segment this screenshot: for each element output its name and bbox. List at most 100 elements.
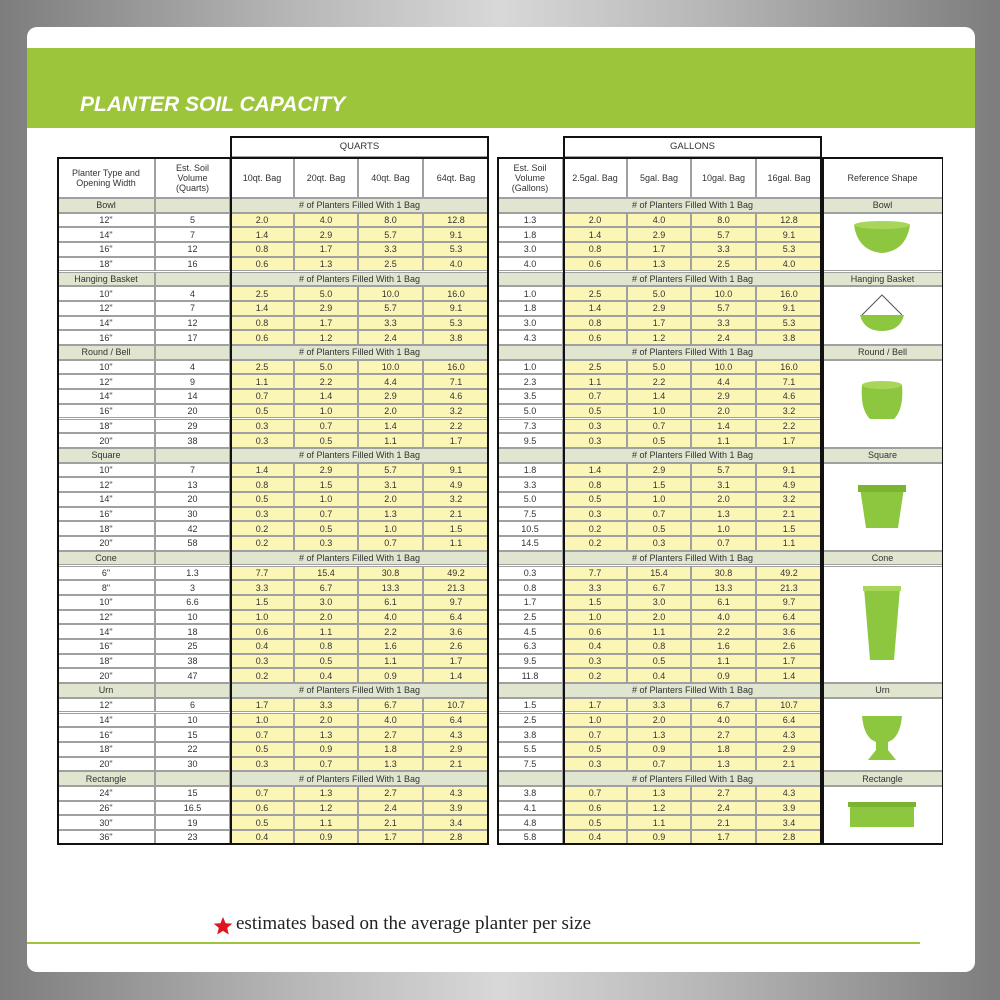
opening-width: 6": [57, 565, 155, 581]
table-cell: 4.5: [497, 624, 563, 639]
table-cell: 1.0: [627, 403, 691, 419]
table-cell: 2.6: [756, 639, 822, 654]
table-cell: 5.0: [294, 359, 358, 375]
table-cell: 3.1: [358, 477, 423, 492]
table-cell: 1.3: [294, 256, 358, 272]
table-cell: 7.1: [423, 374, 489, 390]
table-cell: 4.9: [756, 477, 822, 492]
table-cell: 0.3: [230, 653, 294, 669]
table-cell: 2.5: [563, 359, 627, 375]
table-cell: 1.4: [423, 668, 489, 684]
table-cell: 1.7: [358, 830, 423, 845]
reference-shape: [860, 293, 904, 331]
table-cell: 0.6: [563, 330, 627, 345]
table-cell: 0.4: [563, 830, 627, 845]
table-cell: 0.4: [230, 830, 294, 845]
table-cell: 5.7: [358, 462, 423, 478]
opening-width: 20": [57, 433, 155, 448]
table-cell: 3.3: [563, 580, 627, 595]
table-cell: 0.2: [563, 521, 627, 537]
table-cell: 0.7: [563, 786, 627, 801]
table-cell: 3.0: [497, 242, 563, 257]
opening-width: 18": [57, 521, 155, 537]
table-cell: 0.7: [563, 389, 627, 404]
opening-width: 16": [57, 506, 155, 522]
table-cell: 1.7: [691, 830, 756, 845]
section-name: Cone: [57, 550, 155, 566]
opening-width: 8": [57, 580, 155, 595]
table-cell: 3: [155, 580, 230, 595]
table-cell: 2.1: [423, 756, 489, 772]
section-blank: [155, 683, 230, 698]
table-cell: 2.5: [358, 256, 423, 272]
opening-width: 18": [57, 256, 155, 272]
table-cell: 0.5: [627, 521, 691, 537]
column-header: Est. Soil Volume (Quarts): [155, 157, 230, 198]
table-cell: 1.7: [294, 315, 358, 331]
table-cell: 0.7: [230, 389, 294, 404]
column-header: Reference Shape: [822, 157, 943, 198]
table-cell: 2.9: [294, 227, 358, 243]
table-cell: 1.0: [563, 712, 627, 728]
table-cell: 7: [155, 300, 230, 316]
table-cell: 15.4: [294, 565, 358, 581]
table-cell: 2.3: [497, 374, 563, 390]
section-blank: [497, 271, 563, 287]
opening-width: 18": [57, 741, 155, 757]
table-cell: 3.8: [497, 786, 563, 801]
table-cell: 7.5: [497, 756, 563, 772]
table-cell: 1.5: [627, 477, 691, 492]
table-cell: 5.0: [627, 359, 691, 375]
table-cell: 5.7: [691, 227, 756, 243]
table-cell: 3.3: [358, 242, 423, 257]
table-cell: 2.9: [691, 389, 756, 404]
table-cell: 5.8: [497, 830, 563, 845]
table-cell: 2.2: [423, 418, 489, 434]
table-cell: 7.7: [563, 565, 627, 581]
opening-width: 30": [57, 815, 155, 831]
table-cell: 2.0: [230, 212, 294, 228]
opening-width: 12": [57, 609, 155, 625]
table-cell: 5.5: [497, 741, 563, 757]
table-cell: 6.7: [358, 697, 423, 713]
table-cell: 25: [155, 639, 230, 654]
table-cell: 9.1: [423, 300, 489, 316]
section-caption: # of Planters Filled With 1 Bag: [563, 550, 822, 566]
table-cell: 10.0: [691, 286, 756, 301]
table-cell: 10.7: [423, 697, 489, 713]
table-cell: 3.3: [691, 242, 756, 257]
table-cell: 0.7: [627, 756, 691, 772]
opening-width: 20": [57, 668, 155, 684]
table-cell: 6.4: [423, 609, 489, 625]
table-cell: 21.3: [756, 580, 822, 595]
table-cell: 1.5: [230, 594, 294, 610]
table-cell: 17: [155, 330, 230, 345]
table-cell: 5.0: [294, 286, 358, 301]
table-cell: 0.8: [497, 580, 563, 595]
table-cell: 1.1: [627, 815, 691, 831]
table-cell: 1.7: [756, 433, 822, 448]
section-caption: # of Planters Filled With 1 Bag: [230, 683, 489, 698]
table-cell: 0.3: [563, 418, 627, 434]
table-cell: 1.1: [691, 653, 756, 669]
table-cell: 0.8: [294, 639, 358, 654]
table-cell: 2.7: [691, 786, 756, 801]
table-cell: 4.0: [691, 609, 756, 625]
table-cell: 22: [155, 741, 230, 757]
table-cell: 1.4: [230, 227, 294, 243]
table-cell: 0.5: [563, 815, 627, 831]
table-cell: 16.5: [155, 800, 230, 816]
table-cell: 4.1: [497, 800, 563, 816]
opening-width: 10": [57, 359, 155, 375]
table-cell: 3.3: [230, 580, 294, 595]
table-cell: 13.3: [691, 580, 756, 595]
table-cell: 4.3: [756, 727, 822, 742]
opening-width: 12": [57, 477, 155, 492]
table-cell: 0.9: [627, 741, 691, 757]
table-cell: 1.3: [155, 565, 230, 581]
table-cell: 9.1: [756, 300, 822, 316]
table-cell: 3.2: [423, 492, 489, 507]
table-cell: 1.0: [497, 286, 563, 301]
table-cell: 3.0: [294, 594, 358, 610]
table-cell: 1.4: [358, 418, 423, 434]
